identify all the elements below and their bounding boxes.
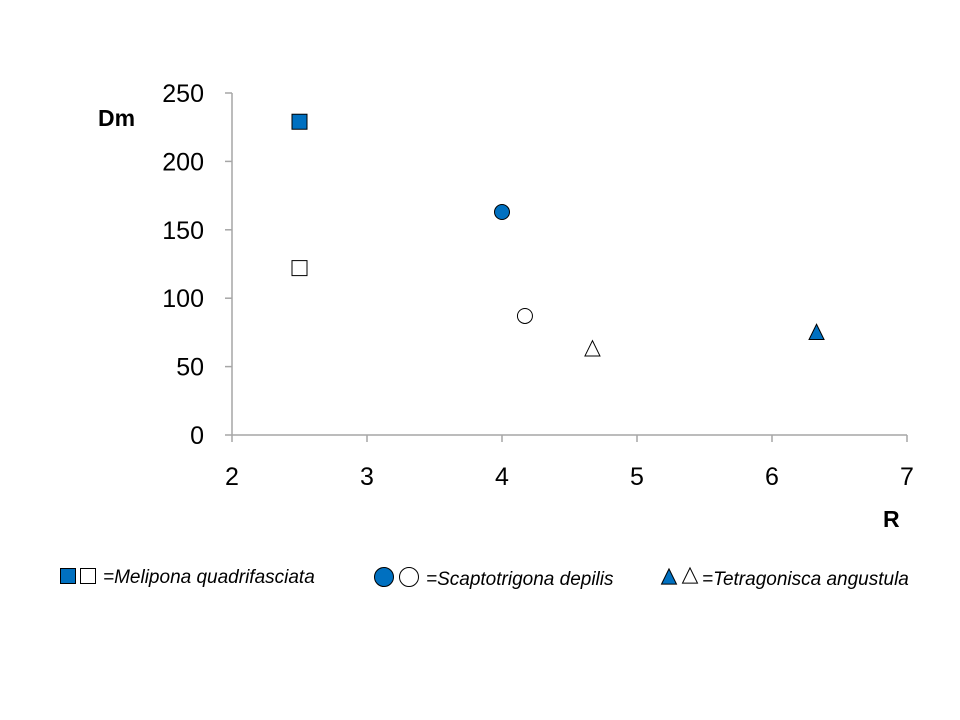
data-point-square-filled: [291, 113, 308, 130]
legend: =Melipona quadrifasciata =Scaptotrigona d…: [60, 566, 909, 590]
legend-circle-open-icon: [399, 567, 419, 587]
legend-circle-filled-icon: [374, 567, 394, 587]
legend-square-open-icon: [80, 568, 96, 584]
y-tick-label: 50: [176, 354, 204, 382]
data-point-circle-filled: [494, 204, 510, 221]
y-tick-label: 250: [162, 80, 204, 108]
legend-label: =Tetragonisca angustula: [702, 569, 909, 590]
legend-label: =Melipona quadrifasciata: [103, 567, 315, 588]
legend-label: =Scaptotrigona depilis: [426, 569, 614, 590]
x-tick-label: 3: [360, 463, 374, 491]
x-tick-label: 2: [225, 463, 239, 491]
x-tick-label: 5: [630, 463, 644, 491]
x-tick-label: 6: [765, 463, 779, 491]
y-axis-title: Dm: [98, 105, 135, 131]
tick-labels: 0 50 100 150 200 250 2 3 4 5 6 7: [162, 80, 914, 491]
legend-triangle-filled-icon: [660, 567, 678, 585]
y-tick-label: 100: [162, 285, 204, 313]
data-points: [291, 113, 825, 357]
y-tick-label: 150: [162, 217, 204, 245]
x-tick-label: 7: [900, 463, 914, 491]
data-point-triangle-filled: [808, 323, 825, 341]
y-tick-label: 200: [162, 148, 204, 176]
y-tick-label: 0: [190, 422, 204, 450]
data-point-square-open: [291, 260, 308, 277]
legend-square-filled-icon: [60, 568, 76, 584]
data-point-triangle-open: [584, 339, 601, 357]
axes: [225, 92, 908, 442]
x-tick-label: 4: [495, 463, 509, 491]
data-point-circle-open: [516, 307, 533, 324]
legend-triangle-open-icon: [681, 566, 699, 584]
x-axis-title: R: [883, 506, 900, 532]
